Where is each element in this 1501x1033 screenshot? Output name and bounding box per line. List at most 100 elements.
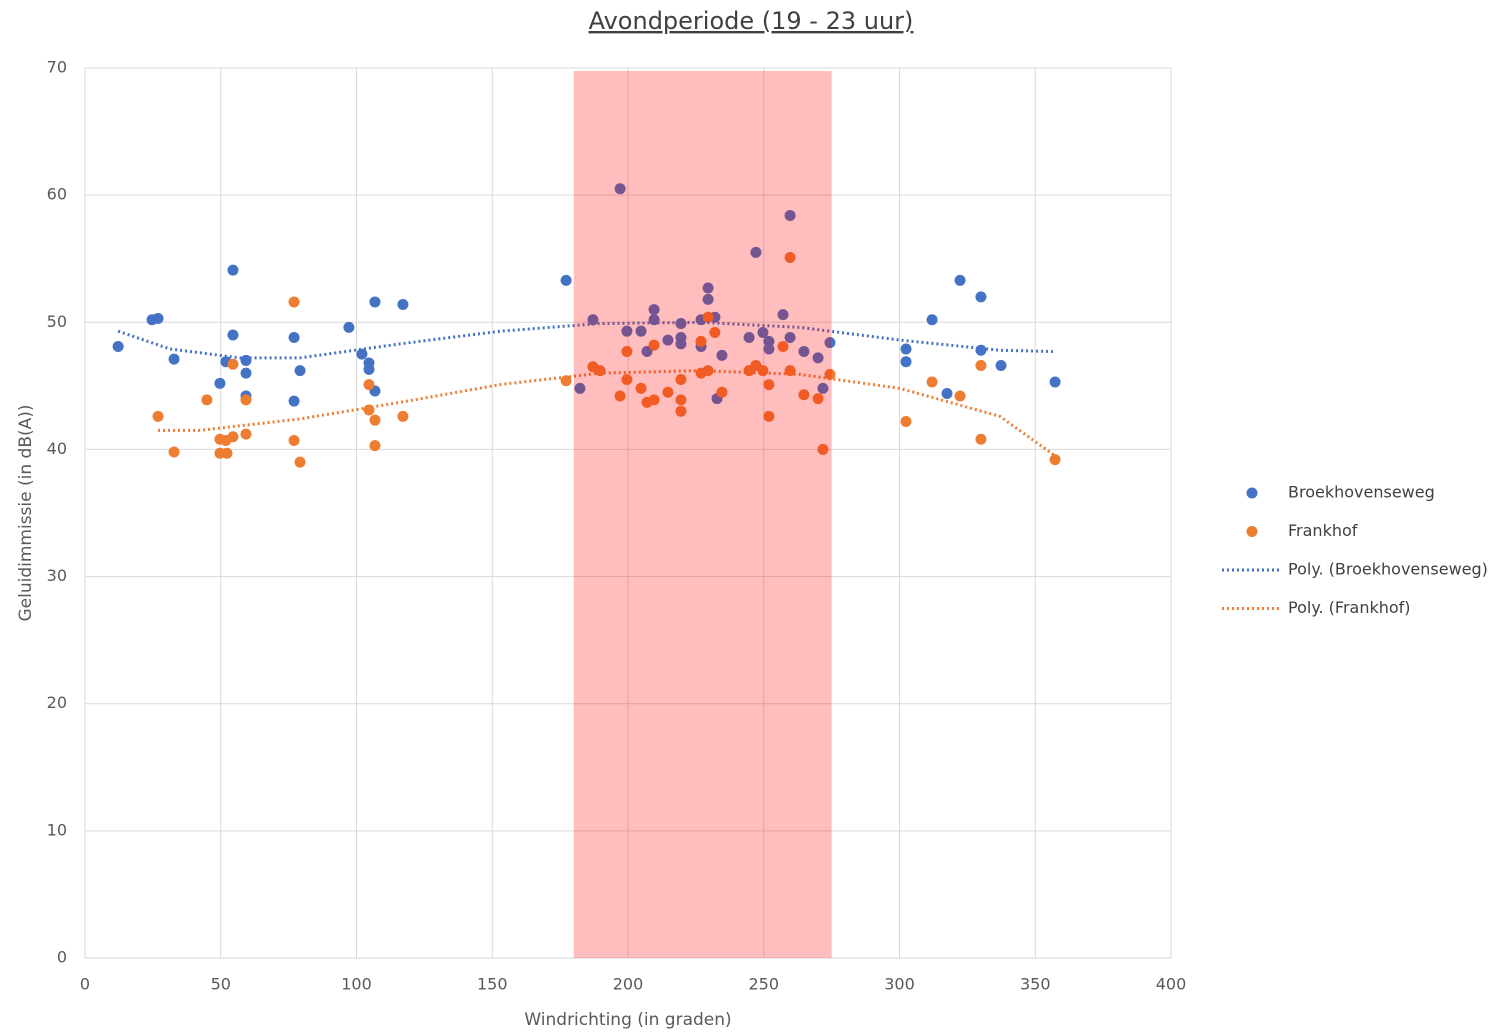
trend-line <box>117 320 1053 360</box>
x-tick-label: 300 <box>884 975 915 994</box>
trend-line <box>158 369 1056 458</box>
data-point <box>900 343 912 355</box>
data-point <box>784 251 796 263</box>
data-point <box>900 415 912 427</box>
data-point <box>363 363 375 375</box>
x-tick-label: 200 <box>613 975 644 994</box>
data-point <box>343 321 355 333</box>
data-point <box>926 376 938 388</box>
data-point <box>1049 376 1061 388</box>
data-point <box>926 314 938 326</box>
data-point <box>954 390 966 402</box>
data-point <box>709 326 721 338</box>
data-point <box>648 304 660 316</box>
data-point <box>240 354 252 366</box>
data-point <box>941 387 953 399</box>
shaded-band <box>573 71 832 958</box>
data-point <box>201 394 213 406</box>
data-point <box>975 291 987 303</box>
data-point <box>369 296 381 308</box>
data-point <box>397 410 409 422</box>
data-point <box>227 358 239 370</box>
data-point <box>641 346 653 358</box>
data-point <box>356 348 368 360</box>
legend-label: Poly. (Frankhof) <box>1288 598 1411 617</box>
y-tick-label: 0 <box>57 948 67 967</box>
data-point <box>221 447 233 459</box>
y-axis-title: Geluidimmissie (in dB(A)) <box>16 404 36 621</box>
data-point <box>662 386 674 398</box>
data-point <box>716 386 728 398</box>
x-tick-label: 350 <box>1020 975 1051 994</box>
data-point <box>227 264 239 276</box>
data-point <box>675 374 687 385</box>
data-point <box>763 410 775 422</box>
data-point <box>560 375 572 387</box>
y-tick-label: 40 <box>47 439 67 458</box>
data-point <box>975 360 987 372</box>
data-point <box>240 428 252 440</box>
data-point <box>587 314 599 326</box>
data-point <box>648 394 660 406</box>
y-tick-label: 50 <box>47 312 67 331</box>
data-point <box>812 393 824 405</box>
data-point <box>702 293 714 305</box>
data-point <box>294 365 306 377</box>
x-tick-label: 0 <box>80 975 90 994</box>
data-point <box>648 339 660 351</box>
data-point <box>716 349 728 361</box>
data-point <box>621 325 633 337</box>
data-point <box>702 311 714 323</box>
data-point <box>750 246 762 258</box>
data-point <box>743 332 755 344</box>
y-tick-label: 60 <box>47 185 67 204</box>
data-point <box>635 382 647 394</box>
data-point <box>824 337 836 349</box>
data-point <box>763 343 775 355</box>
y-tick-label: 10 <box>47 820 67 839</box>
data-point <box>995 360 1007 372</box>
data-point <box>635 325 647 337</box>
data-point <box>648 314 660 326</box>
data-point <box>214 377 226 389</box>
data-point <box>227 329 239 341</box>
data-point <box>675 405 687 417</box>
data-point <box>288 296 300 308</box>
data-point <box>824 368 836 380</box>
data-point <box>675 394 687 406</box>
data-point <box>798 389 810 401</box>
x-tick-label: 100 <box>341 975 372 994</box>
data-point <box>152 410 164 422</box>
data-point <box>168 353 180 365</box>
data-point <box>240 394 252 406</box>
data-point <box>369 414 381 426</box>
data-point <box>112 340 124 352</box>
legend-label: Frankhof <box>1288 521 1358 540</box>
data-point <box>240 367 252 379</box>
data-point <box>168 446 180 458</box>
data-point <box>817 443 829 455</box>
x-tick-label: 250 <box>748 975 779 994</box>
data-point <box>702 365 714 377</box>
data-point <box>675 318 687 330</box>
y-tick-label: 20 <box>47 693 67 712</box>
data-point <box>763 335 775 347</box>
x-axis-title: Windrichting (in graden) <box>524 1010 731 1030</box>
data-point <box>363 379 375 391</box>
data-point <box>900 356 912 368</box>
y-tick-label: 70 <box>47 58 67 77</box>
data-point <box>288 395 300 407</box>
data-point <box>227 431 239 443</box>
chart-title: Avondperiode (19 - 23 uur) <box>589 7 914 35</box>
legend-label: Broekhovenseweg <box>1288 483 1435 502</box>
data-point <box>614 183 626 195</box>
data-point <box>798 346 810 358</box>
x-tick-label: 150 <box>477 975 508 994</box>
data-point <box>954 274 966 286</box>
data-point <box>294 456 306 468</box>
data-point <box>1049 454 1061 466</box>
data-point <box>695 335 707 347</box>
data-point <box>784 332 796 344</box>
data-point <box>763 379 775 391</box>
data-point <box>288 332 300 344</box>
